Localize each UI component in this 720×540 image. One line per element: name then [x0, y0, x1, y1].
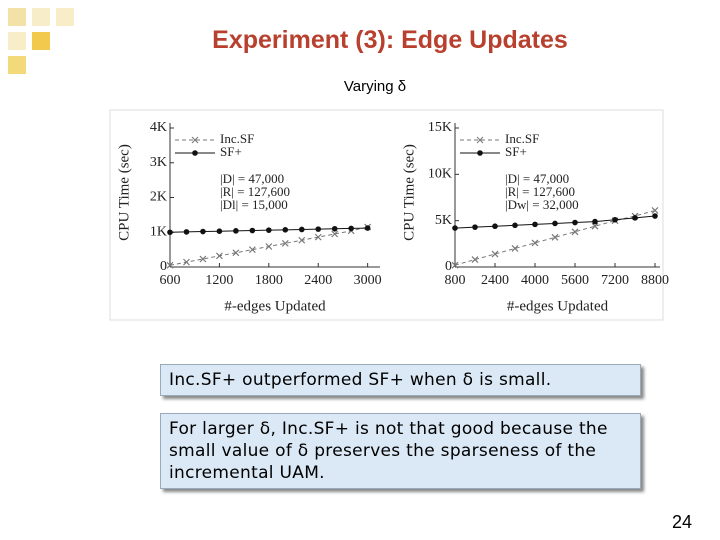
annotation: |R| = 127,600: [220, 184, 290, 199]
point: [200, 228, 206, 235]
legend-label: Inc.SF: [505, 131, 539, 146]
decor: [8, 56, 26, 74]
point: [265, 243, 273, 250]
point: [215, 252, 223, 260]
point: [551, 233, 559, 241]
point: [592, 218, 598, 225]
point: [183, 229, 190, 235]
point: [652, 213, 658, 219]
point: [571, 228, 579, 236]
y-tick-label: 15K: [428, 120, 452, 135]
y-tick-label: 10K: [428, 167, 452, 182]
point: [315, 226, 322, 232]
x-tick-label: 5600: [561, 273, 589, 288]
point: [266, 227, 272, 233]
annotation: |Dl| = 15,000: [220, 197, 288, 212]
x-tick-label: 800: [445, 273, 466, 288]
legend-marker: [477, 150, 483, 156]
x-tick-label: 600: [160, 273, 181, 288]
point: [216, 228, 223, 235]
legend-marker: [476, 136, 484, 144]
point: [632, 215, 638, 221]
y-tick-label: 2K: [150, 190, 167, 205]
x-axis-label: #-edges Updated: [507, 298, 609, 314]
point: [298, 226, 305, 233]
point: [452, 225, 458, 231]
point: [314, 233, 322, 241]
y-tick-label: 1K: [150, 224, 167, 239]
point: [166, 261, 174, 269]
point: [591, 222, 599, 230]
legend-marker: [191, 136, 199, 144]
point: [249, 227, 256, 234]
annotation: |D| = 47,000: [505, 171, 569, 186]
point: [471, 256, 479, 264]
chart-frame: [109, 109, 664, 321]
legend-label: SF+: [505, 144, 527, 159]
x-tick-label: 1800: [255, 273, 283, 288]
legend-label: SF+: [220, 144, 242, 159]
point: [183, 258, 190, 266]
point: [233, 228, 239, 234]
x-tick-label: 4000: [521, 273, 549, 288]
point: [167, 229, 173, 236]
point: [472, 224, 478, 230]
point: [651, 207, 659, 214]
point: [492, 223, 498, 230]
slide-subtitle: Varying δ: [343, 78, 407, 95]
y-tick-label: 5K: [435, 213, 452, 228]
annotation: |Dw| = 32,000: [505, 197, 579, 212]
point: [232, 249, 240, 257]
point: [491, 250, 499, 258]
page-number: 24: [672, 512, 693, 532]
point: [612, 216, 618, 223]
point: [532, 221, 538, 228]
decor: [8, 32, 26, 50]
point: [331, 225, 338, 232]
x-tick-label: 8800: [641, 273, 669, 288]
legend-marker: [192, 150, 198, 156]
point: [511, 245, 519, 252]
x-tick-label: 2400: [304, 273, 332, 288]
point: [331, 230, 339, 238]
point: [451, 261, 459, 269]
decor: [32, 32, 50, 50]
point: [531, 239, 539, 247]
point: [248, 246, 256, 254]
point: [199, 255, 207, 263]
decor: [32, 8, 50, 26]
text-box: For larger δ, Inc.SF+ is not that good b…: [160, 413, 641, 489]
decor: [8, 8, 26, 26]
x-tick-label: 1200: [205, 273, 233, 288]
x-tick-label: 2400: [481, 273, 509, 288]
annotation: |R| = 127,600: [505, 184, 575, 199]
slide-title: Experiment (3): Edge Updates: [212, 26, 568, 54]
x-tick-label: 7200: [601, 273, 629, 288]
y-tick-label: 0: [160, 259, 167, 274]
y-axis-label: CPU Time (sec): [116, 144, 132, 241]
point: [348, 225, 354, 232]
text-box: Inc.SF+ outperformed SF+ when δ is small…: [160, 364, 641, 396]
point: [298, 236, 306, 244]
y-axis-label: CPU Time (sec): [401, 144, 417, 241]
point: [552, 220, 558, 227]
point: [364, 225, 371, 231]
legend-label: Inc.SF: [220, 131, 254, 146]
x-tick-label: 3000: [354, 273, 382, 288]
y-tick-label: 3K: [150, 155, 167, 170]
x-axis-label: #-edges Updated: [224, 298, 326, 314]
annotation: |D| = 47,000: [220, 171, 284, 186]
point: [512, 222, 518, 229]
y-tick-label: 4K: [150, 120, 167, 135]
point: [572, 219, 578, 226]
point: [281, 239, 289, 247]
point: [282, 227, 289, 233]
decor: [56, 8, 74, 26]
y-tick-label: 0: [445, 259, 452, 274]
